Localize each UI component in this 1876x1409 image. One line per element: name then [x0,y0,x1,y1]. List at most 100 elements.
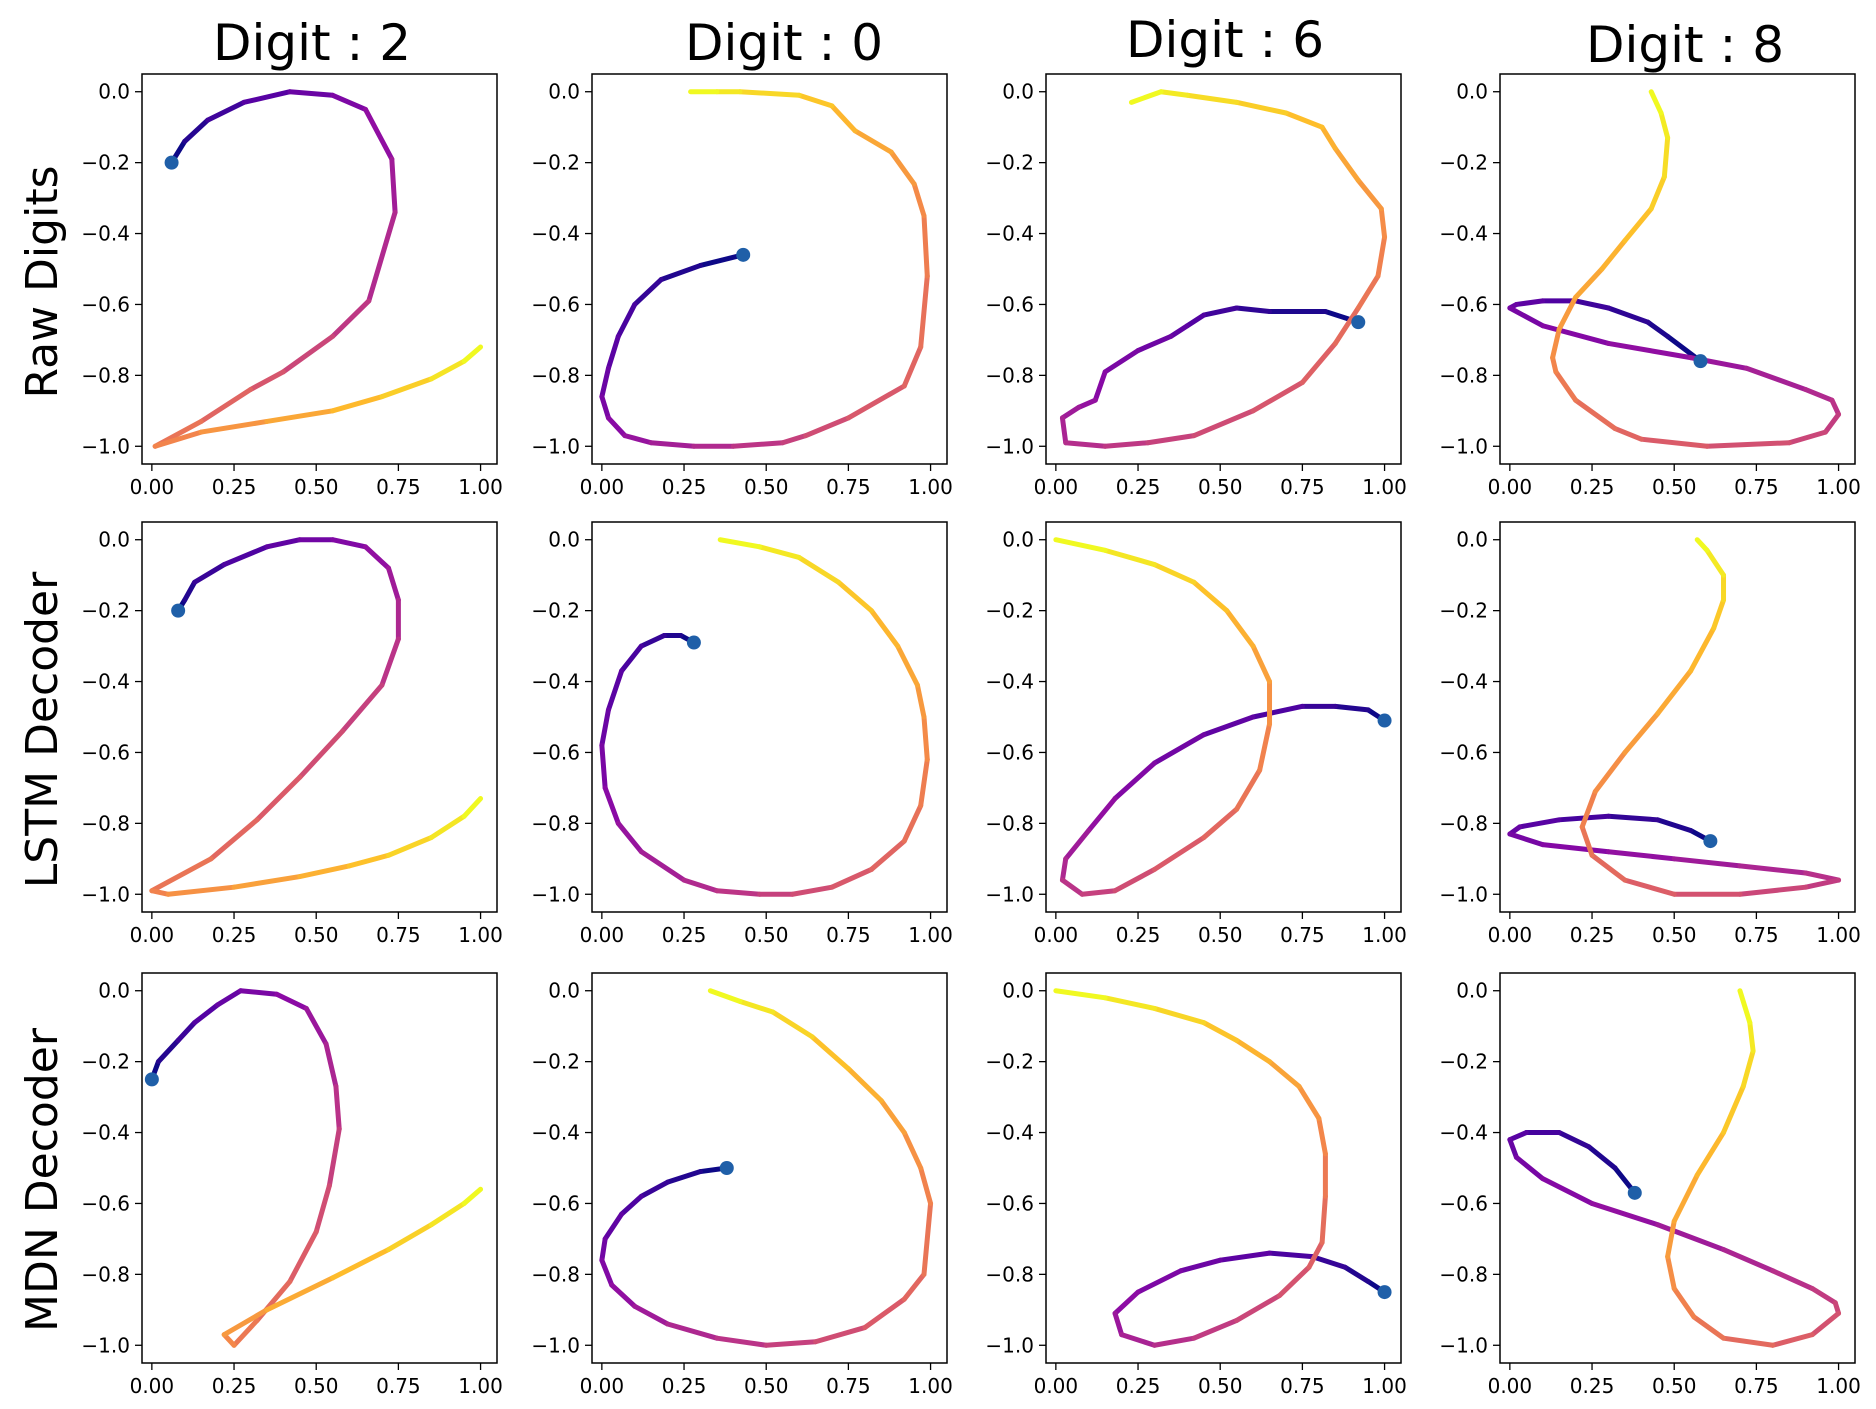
trajectory-segment [1507,305,1546,329]
trajectory-segment [198,418,270,435]
panel-mdn-decoder-digit-6: 0.00 0.25 0.50 0.75 1.00 0.0 −0.2 −0.4 −0.6 −0.8 −… [985,972,1407,1398]
trajectory-segment [330,394,385,414]
y-tick-label: −0.4 [81,1121,130,1145]
trajectory-segment [379,636,401,688]
x-tick-label: 0.50 [744,475,789,499]
trajectory-segment [1059,856,1069,883]
trajectory-segment [1250,379,1305,414]
trajectory-segment [845,1066,884,1104]
trajectory-segment [632,277,664,307]
panel-raw-digits-digit-6: 0.00 0.25 0.50 0.75 1.00 0.0 −0.2 −0.4 −0.6 −0.8 −… [985,73,1407,499]
trajectory-segment [790,884,835,897]
trajectory-segment [1217,1250,1273,1263]
trajectory-segment [1128,89,1164,105]
trajectory-segment [1605,305,1651,325]
trajectory-segment [1184,92,1240,105]
trajectory-segment [1829,397,1842,417]
trajectory-segment [665,1169,703,1185]
y-tick-label: −0.4 [1439,222,1488,246]
trajectory-segment [1053,988,1108,1001]
trajectory-segment [796,92,835,109]
y-tick-label: −0.4 [531,222,580,246]
trajectory-segment [911,181,927,219]
x-tick-label: 0.75 [376,923,421,947]
trajectory-segment [221,544,270,568]
trajectory-segment [1112,1310,1125,1338]
trajectory-segment [1573,397,1618,432]
trajectory-segment [182,117,211,144]
trajectory-segment [1151,732,1207,766]
trajectory-segment [605,415,628,439]
trajectory-segment [1721,1247,1776,1274]
trajectory-segment [1267,1250,1315,1260]
y-tick-label: −0.2 [985,599,1034,623]
x-tick-label: 0.25 [662,923,707,947]
x-tick-label: 0.00 [130,1374,175,1398]
y-tick-label: −1.0 [1439,434,1488,458]
y-tick-label: −0.2 [531,1050,580,1074]
trajectory-segment [599,365,611,400]
trajectory-segment [1599,238,1628,272]
trajectory-segment [461,796,484,819]
y-tick-label: −0.6 [531,292,580,316]
trajectory-segment [918,1165,934,1206]
x-tick-label: 0.75 [826,923,871,947]
trajectory-segment [1332,305,1361,346]
trajectory-segment [796,554,842,585]
column-titles: Digit : 2 Digit : 0 Digit : 6 Digit : 8 [213,11,1784,74]
trajectory-segment [1573,298,1611,311]
trajectory-segment [918,273,930,350]
trajectory-segment [763,1339,819,1348]
trajectory-segment [428,1200,467,1228]
y-tick-label: −0.8 [1439,811,1488,835]
trajectory-segment [1234,305,1273,315]
trajectory-segment [918,757,930,809]
x-tick-label: 0.50 [1198,475,1243,499]
y-tick-label: −0.6 [531,1191,580,1215]
trajectory-segment [215,988,244,1008]
y-tick-label: −0.2 [1439,151,1488,175]
y-tick-label: 0.0 [1002,80,1034,104]
trajectory-segment [1589,1200,1661,1228]
y-tick-label: −0.4 [985,1121,1034,1145]
trajectory-segment [1556,294,1579,332]
trajectory-line [1053,537,1388,897]
trajectory-segment [1645,319,1671,339]
trajectory-segment [1355,177,1384,212]
x-tick-label: 0.25 [212,923,257,947]
y-tick-label: −0.4 [985,670,1034,694]
y-tick-label: −0.2 [1439,599,1488,623]
trajectory-line [1059,89,1388,449]
trajectory-segment [1257,721,1273,773]
trajectory-segment [1671,856,1743,869]
y-tick-label: −0.4 [1439,1121,1488,1145]
trajectory-segment [175,1020,198,1043]
trajectory-segment [1704,547,1727,578]
y-tick-label: −0.4 [1439,670,1488,694]
trajectory-segment [1513,298,1546,307]
panel-raw-digits-digit-8: 0.00 0.25 0.50 0.75 1.00 0.0 −0.2 −0.4 −0.6 −0.8 −… [1439,73,1861,499]
trajectory-segment [1586,1144,1618,1171]
axes-frame [591,521,948,913]
trajectory-segment [340,682,385,734]
trajectory-segment [241,89,293,105]
trajectory-segment [1550,326,1562,361]
trajectory-segment [1151,1335,1197,1348]
trajectory-segment [1655,817,1694,833]
trajectory-line [149,537,484,897]
trajectory-segment [461,344,484,364]
y-tick-label: −0.4 [531,1121,580,1145]
x-tick-label: 0.75 [1280,923,1325,947]
trajectory-segment [428,813,467,841]
panels-grid: 0.00 0.25 0.50 0.75 1.00 0.0 −0.2 −0.4 −0.6 −0.8 −… [81,73,1861,1398]
x-tick-label: 0.50 [294,923,339,947]
trajectory-segment [638,632,667,649]
trajectory-segment [648,440,697,449]
axes-frame [1499,521,1856,913]
trajectory-segment [717,537,763,550]
panel-lstm-decoder-digit-2: 0.00 0.25 0.50 0.75 1.00 0.0 −0.2 −0.4 −0.6 −0.8 −… [81,521,503,947]
panel-mdn-decoder-digit-8: 0.00 0.25 0.50 0.75 1.00 0.0 −0.2 −0.4 −0.6 −0.8 −… [1439,972,1861,1398]
y-tick-label: −0.2 [985,1050,1034,1074]
x-tick-label: 0.75 [826,1374,871,1398]
trajectory-segment [1112,1289,1141,1316]
